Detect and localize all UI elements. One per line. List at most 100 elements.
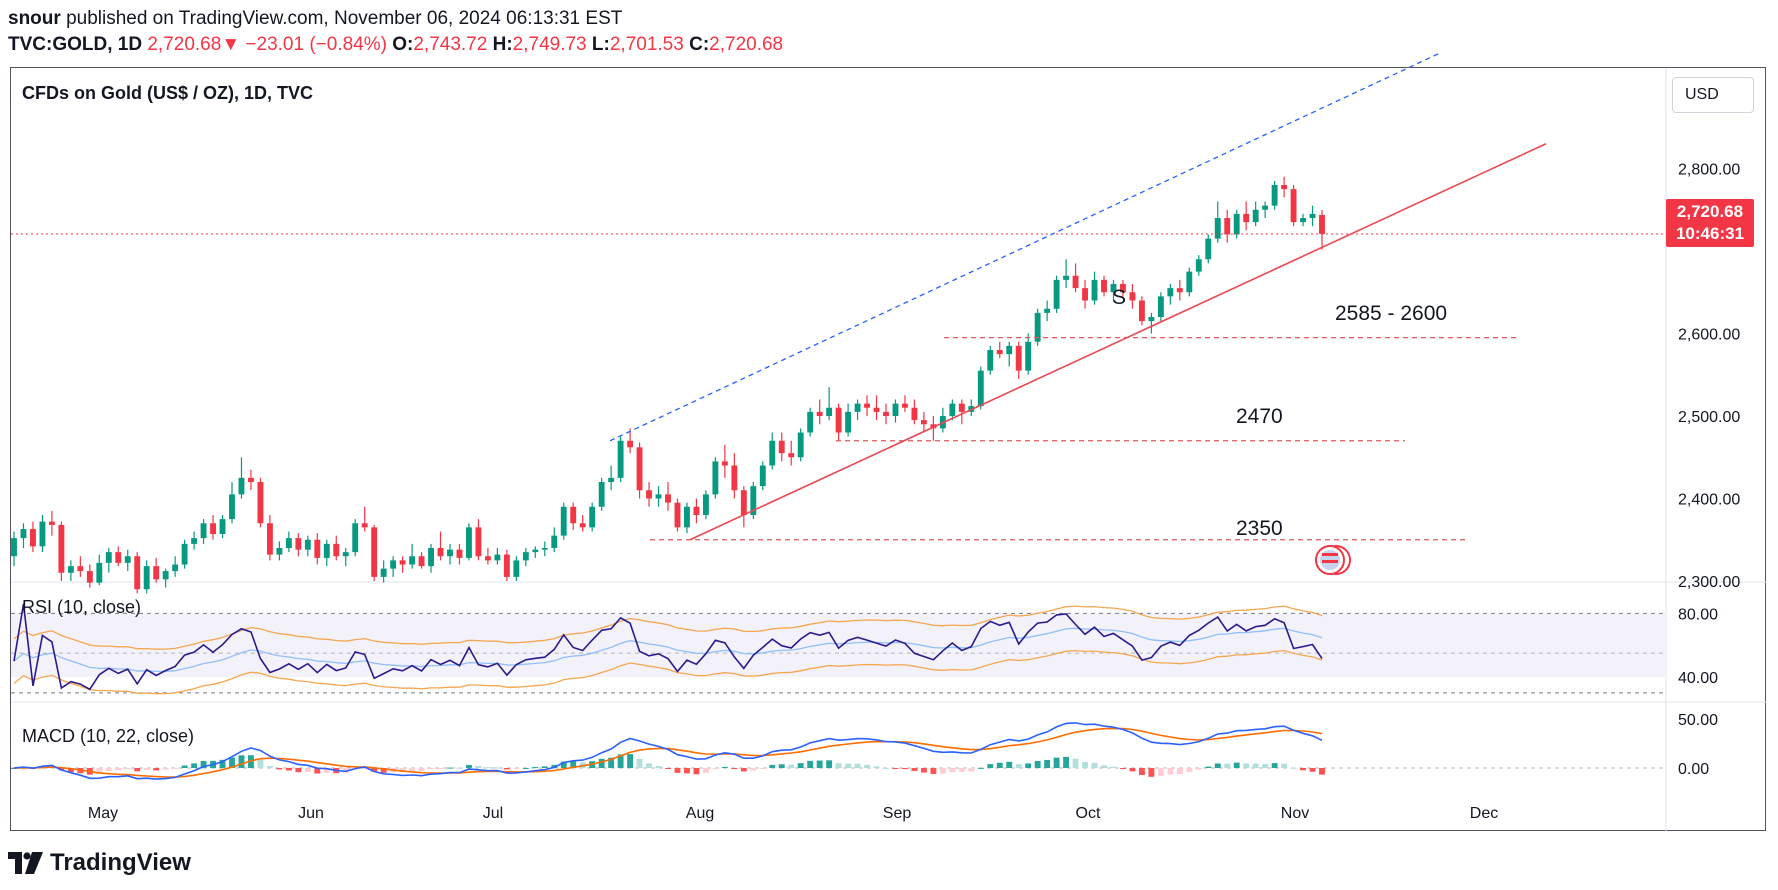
macd-histogram-bar bbox=[1205, 766, 1212, 768]
candle-body bbox=[276, 548, 283, 555]
macd-histogram-bar bbox=[674, 768, 681, 773]
candle-body bbox=[503, 554, 510, 577]
candle-body bbox=[1138, 300, 1145, 322]
rsi-lower-band bbox=[13, 649, 1323, 695]
candle-body bbox=[1082, 288, 1088, 301]
candle-body bbox=[740, 490, 747, 515]
candle-body bbox=[835, 407, 842, 433]
candle-body bbox=[1262, 205, 1269, 210]
macd-histogram-bar bbox=[769, 764, 776, 768]
macd-histogram-bar bbox=[1214, 763, 1221, 768]
s-marker: S bbox=[1112, 286, 1127, 309]
macd-histogram-bar bbox=[646, 763, 652, 768]
time-tick-label: Nov bbox=[1281, 805, 1309, 822]
symbol-label: TVC:GOLD, 1D bbox=[8, 34, 143, 55]
candle-body bbox=[693, 506, 700, 515]
candle-body bbox=[1006, 345, 1013, 355]
candle-body bbox=[1148, 317, 1155, 322]
macd-histogram-bar bbox=[1110, 766, 1117, 768]
candle-body bbox=[1157, 296, 1164, 317]
macd-histogram-bar bbox=[96, 768, 103, 774]
publish-info: published on TradingView.com, November 0… bbox=[66, 8, 623, 29]
open-value: 2,743.72 bbox=[413, 34, 488, 55]
macd-histogram-bar bbox=[864, 764, 870, 768]
macd-histogram-bar bbox=[200, 760, 207, 768]
macd-histogram-bar bbox=[181, 765, 188, 768]
macd-histogram-bar bbox=[826, 760, 833, 768]
candle-body bbox=[96, 562, 103, 583]
macd-histogram-bar bbox=[1148, 768, 1155, 777]
candle-body bbox=[778, 440, 785, 454]
macd-histogram-bar bbox=[380, 768, 387, 773]
macd-histogram-bar bbox=[105, 768, 112, 772]
candle-body bbox=[1120, 284, 1126, 293]
candle-body bbox=[409, 556, 416, 565]
chart-frame[interactable] bbox=[10, 67, 1766, 831]
candle-body bbox=[674, 502, 681, 528]
currency-button[interactable]: USD bbox=[1672, 77, 1754, 113]
macd-histogram-bar bbox=[266, 765, 273, 768]
us-flag-icon bbox=[1322, 560, 1338, 563]
rsi-ma-line bbox=[13, 627, 1323, 673]
macd-histogram-bar bbox=[1186, 768, 1193, 772]
price-tick-label: 2,500.00 bbox=[1678, 409, 1740, 426]
macd-histogram-bar bbox=[1072, 758, 1079, 768]
candle-body bbox=[570, 506, 577, 524]
macd-histogram-bar bbox=[977, 767, 984, 769]
candle-body bbox=[1110, 284, 1117, 293]
ohlc-legend: TVC:GOLD, 1D 2,720.68▼ −23.01 (−0.84%) O… bbox=[8, 34, 783, 56]
macd-histogram-bar bbox=[560, 761, 567, 768]
candle-body bbox=[399, 560, 406, 565]
macd-histogram-bar bbox=[1309, 768, 1316, 772]
macd-histogram-bar bbox=[1262, 763, 1269, 768]
candle-body bbox=[1281, 185, 1288, 190]
candle-body bbox=[702, 494, 709, 515]
zone-label-2585: 2585 - 2600 bbox=[1335, 302, 1448, 325]
macd-histogram-bar bbox=[172, 768, 179, 769]
macd-histogram-bar bbox=[627, 754, 634, 768]
macd-histogram-bar bbox=[219, 759, 226, 768]
candle-body bbox=[314, 539, 321, 558]
rsi-label[interactable]: RSI (10, close) bbox=[22, 597, 142, 617]
candle-body bbox=[58, 524, 65, 573]
candle-body bbox=[712, 461, 719, 495]
macd-histogram-bar bbox=[930, 768, 937, 774]
candle-body bbox=[911, 407, 918, 421]
candle-body bbox=[1271, 185, 1278, 206]
close-value: 2,720.68 bbox=[709, 34, 784, 55]
macd-histogram-bar bbox=[731, 768, 738, 769]
candle-body bbox=[304, 539, 311, 550]
macd-histogram-bar bbox=[996, 762, 1003, 768]
candle-body bbox=[1224, 218, 1231, 235]
candle-body bbox=[949, 403, 956, 416]
candle-body bbox=[77, 566, 84, 572]
macd-histogram-bar bbox=[854, 763, 861, 768]
candle-body bbox=[20, 529, 27, 539]
macd-histogram-bar bbox=[191, 763, 198, 768]
candle-body bbox=[466, 527, 472, 558]
last-price: 2,720.68 bbox=[147, 34, 222, 55]
low-label: L: bbox=[591, 34, 610, 55]
macd-histogram-bar bbox=[314, 768, 321, 774]
macd-histogram-bar bbox=[1243, 763, 1250, 768]
macd-histogram-bar bbox=[835, 763, 842, 768]
candle-body bbox=[181, 543, 188, 565]
tradingview-logo[interactable]: TradingView bbox=[8, 849, 191, 877]
macd-label[interactable]: MACD (10, 22, close) bbox=[22, 726, 195, 746]
candle-body bbox=[551, 535, 558, 548]
macd-signal-line bbox=[13, 727, 1323, 778]
macd-histogram-bar bbox=[721, 766, 728, 768]
macd-histogram-bar bbox=[693, 768, 700, 775]
candle-body bbox=[750, 486, 757, 515]
macd-histogram-bar bbox=[1082, 761, 1088, 768]
macd-histogram-bar bbox=[684, 768, 690, 774]
rsi-line bbox=[13, 603, 1323, 691]
macd-histogram-bar bbox=[447, 767, 453, 769]
macd-histogram-bar bbox=[873, 766, 880, 768]
candle-body bbox=[456, 549, 463, 558]
candle-body bbox=[371, 527, 378, 577]
macd-histogram-bar bbox=[323, 768, 330, 773]
candle-body bbox=[684, 506, 690, 528]
macd-histogram-bar bbox=[1006, 761, 1013, 768]
